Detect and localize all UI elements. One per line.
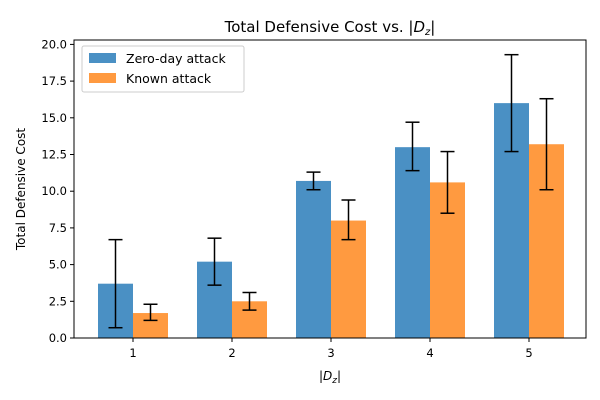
error-bar-series-1-cat-1	[143, 303, 158, 322]
error-bar-series-1-cat-2	[242, 291, 257, 311]
x-tick-label: 2	[228, 346, 235, 360]
error-bar-series-0-cat-5	[504, 53, 519, 153]
error-bar-series-0-cat-4	[405, 121, 420, 172]
error-bar-series-0-cat-3	[306, 171, 321, 191]
y-axis-label: Total Defensive Cost	[14, 128, 28, 252]
plot-area	[98, 103, 564, 338]
x-axis-label: |Dz|	[319, 369, 341, 386]
legend-swatch-zero-day	[89, 53, 116, 63]
legend-swatch-known	[89, 73, 116, 83]
y-tick-label: 12.5	[41, 148, 67, 162]
axes-frame	[73, 39, 587, 339]
error-bar-series-0-cat-1	[108, 238, 123, 329]
y-tick-label: 7.5	[49, 221, 67, 235]
y-tick-label: 17.5	[41, 74, 67, 88]
legend-box	[81, 45, 245, 93]
y-tick-label: 2.5	[49, 294, 67, 308]
error-bars	[108, 53, 554, 329]
error-bar-series-1-cat-3	[341, 199, 356, 241]
x-tick-label: 5	[525, 346, 532, 360]
y-tick-label: 15.0	[41, 111, 67, 125]
y-axis-ticks: 0.0 2.5 5.0 7.5 10.0 12.5 15.0 17.5 20.0	[41, 37, 74, 345]
legend: Zero-day attack Known attack	[81, 45, 245, 93]
legend-label-zero-day: Zero-day attack	[126, 51, 226, 66]
error-bar-series-0-cat-2	[207, 237, 222, 286]
y-tick-label: 0.0	[49, 331, 67, 345]
x-tick-label: 1	[129, 346, 136, 360]
y-tick-label: 20.0	[41, 37, 67, 51]
bar-series-0-cat-4	[395, 147, 430, 338]
x-tick-label: 3	[327, 346, 334, 360]
error-bar-series-1-cat-5	[539, 97, 554, 191]
x-axis-ticks: 1 2 3 4 5	[129, 338, 533, 360]
x-tick-label: 4	[426, 346, 433, 360]
y-tick-label: 10.0	[41, 184, 67, 198]
y-tick-label: 5.0	[49, 258, 67, 272]
chart-title: Total Defensive Cost vs. |Dz|	[224, 18, 436, 38]
legend-label-known: Known attack	[126, 71, 212, 86]
error-bar-series-1-cat-4	[440, 150, 455, 214]
bar-series-0-cat-3	[296, 180, 331, 338]
